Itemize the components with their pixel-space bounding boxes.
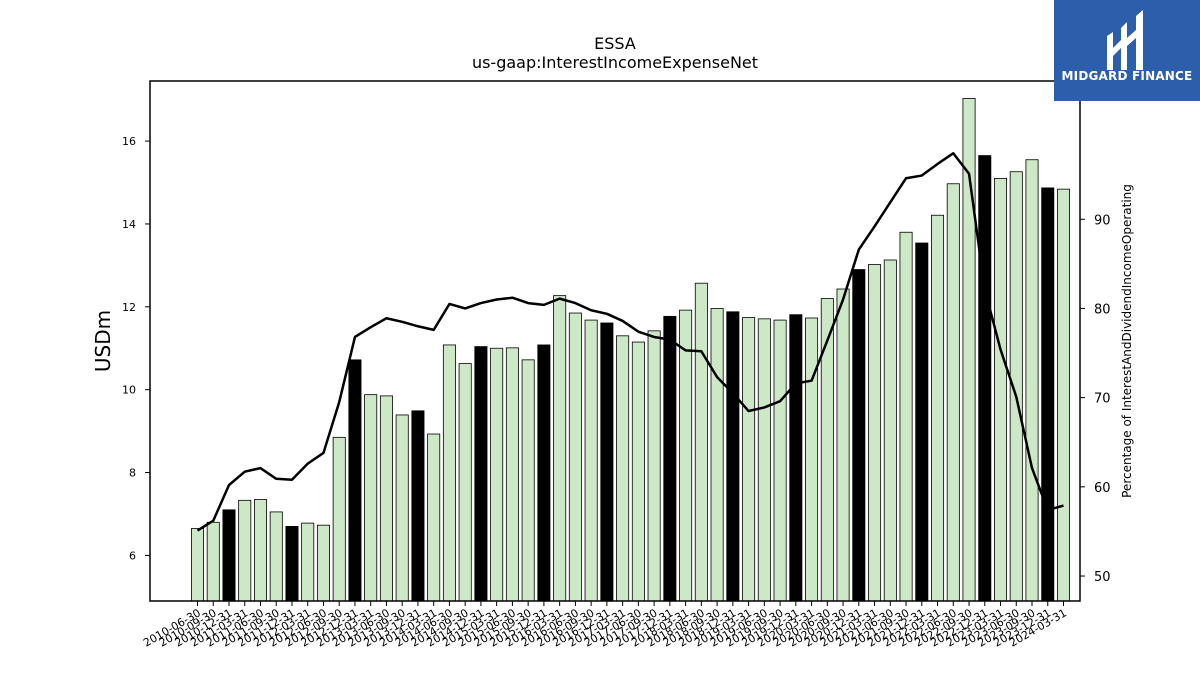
bar [852,269,866,602]
bar [836,288,850,602]
bar [726,311,740,602]
bar [285,526,299,602]
bar [521,359,535,602]
bar [1041,187,1055,602]
bar [238,499,252,602]
bar [348,359,362,602]
bar [994,177,1008,602]
bar [505,347,519,602]
chart-title: ESSA [594,34,636,53]
bar [427,433,441,602]
bar [253,499,267,602]
bar [868,264,882,602]
bar [568,312,582,602]
bar [364,394,378,602]
bar [899,231,913,602]
y2-tick-label: 70 [1094,392,1111,407]
bar [442,344,456,602]
bar [647,330,661,602]
bar [757,318,771,602]
bar [883,259,897,602]
bar [206,521,220,602]
brand-logo: MIDGARD FINANCE [1054,0,1200,101]
bar [379,395,393,602]
bar [490,347,504,602]
chart-subtitle: us-gaap:InterestIncomeExpenseNet [472,53,758,72]
bar [553,295,567,602]
line-path [196,152,1064,532]
y2-tick-label: 80 [1094,302,1111,317]
bar [269,511,283,602]
logo-mark-icon [1054,0,1200,101]
y-tick-label: 6 [129,549,136,562]
bar [631,341,645,602]
y2-axis-label: Percentage of InterestAndDividendIncomeO… [1120,184,1134,498]
y2-tick-label: 90 [1094,213,1111,228]
bar [316,524,330,602]
bar [805,317,819,602]
bar [395,414,409,602]
line-series [196,152,1064,532]
y-axis-label: USDm [91,310,115,372]
bar [1025,159,1039,602]
bar [616,335,630,602]
bar [694,282,708,602]
plot-frame [149,80,1081,602]
bar [301,522,315,602]
bar [679,309,693,602]
bar [600,322,614,602]
bar [931,214,945,602]
bar [773,319,787,602]
bar [537,344,551,602]
bar [458,363,472,602]
bar [474,346,488,602]
bar [789,314,803,602]
bar [411,410,425,602]
bar [222,509,236,602]
y-tick-label: 8 [129,467,136,480]
bar [915,242,929,602]
bar [742,317,756,602]
bar [332,436,346,602]
bar [978,155,992,602]
y-tick-label: 14 [122,218,136,231]
bar [584,319,598,602]
bar [190,528,204,602]
y-axis-right: 50 60 70 80 90 [1080,213,1111,585]
bar [1057,188,1071,602]
y-tick-label: 12 [122,301,136,314]
y2-tick-label: 60 [1094,481,1111,496]
bar [946,183,960,602]
y-axis-left: 6 8 10 12 14 16 [122,135,150,562]
y2-tick-label: 50 [1094,570,1111,585]
y-tick-label: 10 [122,384,136,397]
bar-series [190,98,1071,602]
bar [710,308,724,602]
bar [663,315,677,602]
logo-text: MIDGARD FINANCE [1061,69,1193,83]
x-axis: 2010-06-302010-09-302010-12-312011-03-31… [141,601,1069,650]
y-tick-label: 16 [122,135,136,148]
